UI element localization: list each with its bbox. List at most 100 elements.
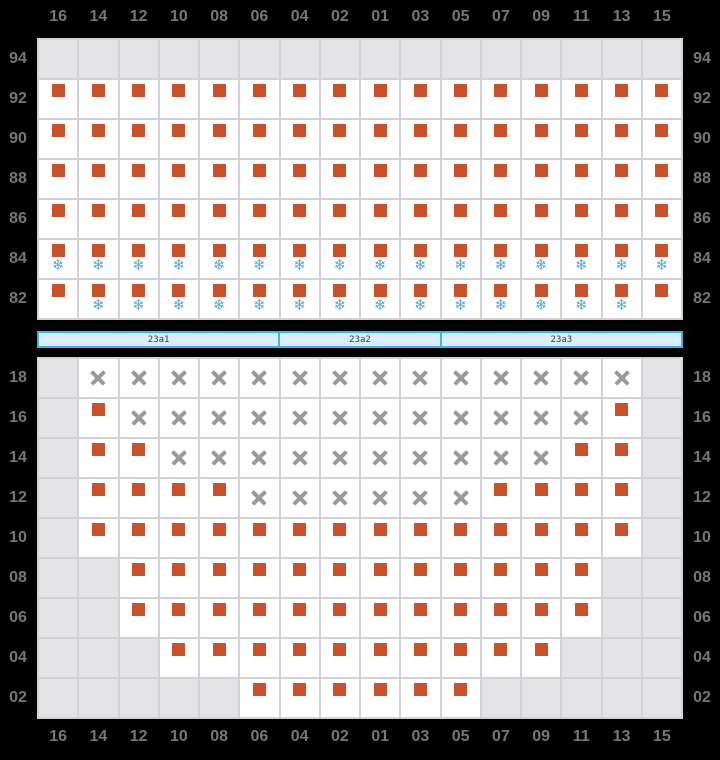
seat-cell-blocked[interactable] (441, 479, 480, 517)
seat-cell[interactable] (522, 599, 561, 637)
seat-cell[interactable] (361, 639, 400, 677)
seat-cell[interactable] (159, 519, 198, 557)
seat-cell[interactable] (481, 120, 520, 158)
seat-cell[interactable] (361, 160, 400, 198)
seat-cell[interactable]: ❄ (441, 280, 480, 318)
seat-cell[interactable]: ❄ (159, 280, 198, 318)
seat-cell[interactable] (401, 120, 440, 158)
seat-cell-blocked[interactable] (280, 439, 319, 477)
seat-cell-blocked[interactable] (361, 479, 400, 517)
seat-cell[interactable]: ❄ (200, 240, 239, 278)
seat-cell[interactable] (401, 639, 440, 677)
seat-cell[interactable] (200, 519, 239, 557)
seat-cell[interactable] (39, 200, 78, 238)
seat-cell[interactable] (79, 439, 118, 477)
seat-cell[interactable] (200, 599, 239, 637)
seat-cell[interactable] (39, 160, 78, 198)
seat-cell-blocked[interactable] (401, 439, 440, 477)
seat-cell[interactable] (642, 160, 681, 198)
seat-cell[interactable] (562, 80, 601, 118)
seat-cell[interactable] (240, 679, 279, 717)
seat-cell[interactable]: ❄ (522, 280, 561, 318)
seat-cell-blocked[interactable] (562, 399, 601, 437)
seat-cell[interactable] (441, 519, 480, 557)
seat-cell[interactable] (119, 200, 158, 238)
seat-cell[interactable]: ❄ (79, 280, 118, 318)
seat-cell[interactable]: ❄ (119, 280, 158, 318)
seat-cell[interactable] (200, 479, 239, 517)
seat-cell[interactable] (280, 679, 319, 717)
seat-cell[interactable] (200, 80, 239, 118)
seat-cell[interactable] (361, 679, 400, 717)
seat-cell[interactable] (602, 519, 641, 557)
seat-cell[interactable] (320, 200, 359, 238)
seat-cell[interactable] (119, 80, 158, 118)
seat-cell[interactable] (562, 599, 601, 637)
seat-cell[interactable] (441, 80, 480, 118)
seat-cell-blocked[interactable] (602, 359, 641, 397)
seat-cell[interactable]: ❄ (602, 240, 641, 278)
seat-cell[interactable] (79, 120, 118, 158)
seat-cell-blocked[interactable] (320, 359, 359, 397)
seat-cell-blocked[interactable] (240, 479, 279, 517)
seat-cell[interactable] (240, 160, 279, 198)
seat-cell[interactable] (280, 639, 319, 677)
seat-cell[interactable] (159, 599, 198, 637)
seat-cell-blocked[interactable] (79, 359, 118, 397)
seat-cell[interactable] (481, 479, 520, 517)
seat-cell[interactable] (280, 160, 319, 198)
seat-cell[interactable]: ❄ (280, 280, 319, 318)
seat-cell[interactable] (79, 479, 118, 517)
seat-cell-blocked[interactable] (240, 359, 279, 397)
seat-cell[interactable] (200, 200, 239, 238)
seat-cell[interactable] (361, 599, 400, 637)
seat-cell[interactable] (280, 519, 319, 557)
seat-cell[interactable] (481, 160, 520, 198)
seat-cell-blocked[interactable] (240, 439, 279, 477)
seat-cell-blocked[interactable] (441, 359, 480, 397)
seat-cell[interactable] (522, 200, 561, 238)
seat-cell[interactable] (522, 160, 561, 198)
seat-cell[interactable]: ❄ (562, 240, 601, 278)
seat-cell[interactable]: ❄ (522, 240, 561, 278)
seat-cell-blocked[interactable] (361, 439, 400, 477)
seat-cell[interactable] (522, 80, 561, 118)
zone-segment[interactable]: 23a3 (439, 331, 683, 348)
seat-cell-blocked[interactable] (522, 439, 561, 477)
seat-cell-blocked[interactable] (401, 479, 440, 517)
seat-cell[interactable] (79, 160, 118, 198)
seat-cell[interactable] (159, 120, 198, 158)
seat-cell-blocked[interactable] (159, 399, 198, 437)
seat-cell[interactable] (562, 160, 601, 198)
seat-cell[interactable] (159, 639, 198, 677)
seat-cell[interactable]: ❄ (240, 240, 279, 278)
seat-cell[interactable]: ❄ (562, 280, 601, 318)
seat-cell-blocked[interactable] (119, 359, 158, 397)
seat-cell-blocked[interactable] (200, 399, 239, 437)
seat-cell[interactable] (280, 559, 319, 597)
seat-cell[interactable] (602, 479, 641, 517)
seat-cell[interactable]: ❄ (642, 240, 681, 278)
seat-cell[interactable] (401, 559, 440, 597)
seat-cell[interactable] (119, 599, 158, 637)
seat-cell[interactable]: ❄ (320, 240, 359, 278)
zone-segment[interactable]: 23a1 (37, 331, 281, 348)
seat-cell[interactable] (481, 200, 520, 238)
seat-cell[interactable] (320, 639, 359, 677)
seat-cell-blocked[interactable] (280, 359, 319, 397)
seat-cell[interactable] (79, 200, 118, 238)
seat-cell[interactable] (562, 439, 601, 477)
seat-cell[interactable] (361, 80, 400, 118)
seat-cell[interactable] (361, 200, 400, 238)
seat-cell-blocked[interactable] (280, 479, 319, 517)
seat-cell-blocked[interactable] (401, 399, 440, 437)
seat-cell[interactable] (119, 160, 158, 198)
seat-cell[interactable] (119, 559, 158, 597)
seat-cell[interactable] (562, 519, 601, 557)
seat-cell[interactable] (320, 559, 359, 597)
seat-cell-blocked[interactable] (119, 399, 158, 437)
seat-cell[interactable]: ❄ (39, 240, 78, 278)
seat-cell[interactable] (401, 599, 440, 637)
seat-cell[interactable] (200, 559, 239, 597)
seat-cell[interactable] (320, 120, 359, 158)
